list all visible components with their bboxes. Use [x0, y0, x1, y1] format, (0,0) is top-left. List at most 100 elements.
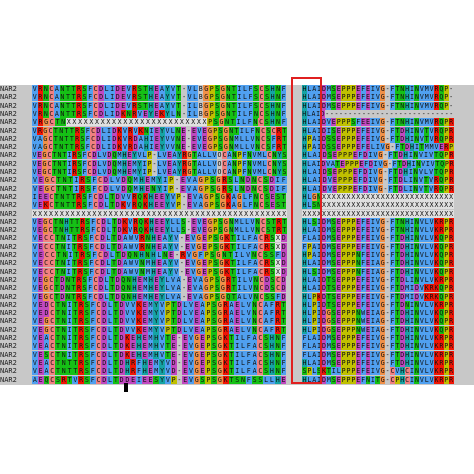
sequence-right: HLAIDMSEPPPEFEIVG-FTNHINVMVRQP- — [302, 93, 454, 102]
sequence-right: HLAIDVATEPPPEFDIVG-FTDHINVIVTQPR — [302, 159, 454, 168]
alignment-row: NAR2 V E C C T N I T R S F C D L T D A W V R N H E A Y V - E V G E P S G K T… — [0, 234, 474, 243]
sequence-label: NAR2 — [0, 309, 17, 318]
sequence-label: NAR2 — [0, 176, 17, 185]
sequence-right: HLGNXXXXXXXXXXXXXXXXXXXXXXXXXXX — [302, 192, 454, 201]
sequence-right: FLAIDMSEPPPEFEIVG-FTDHINVLVKRPR — [302, 350, 454, 359]
sequence-left: VRGCTNTTRSFCDLIDKVRVKNIEYVLNE-EVEGPSGNTI… — [32, 126, 287, 135]
sequence-right: FLAIDMSEPPPEFEIVG-FTDHINVLVKRPR — [302, 334, 454, 342]
sequence-right: HLAIDMSEPPPEFEIVG-FTNHINVMVRQP- — [302, 85, 454, 93]
sequence-label: NAR2 — [0, 209, 17, 218]
sequence-label: NAR2 — [0, 358, 17, 367]
sequence-left: VAGCTNTTRSFCDLIDKVRDAHIEYVVNE-EVEGPSGNML… — [32, 134, 287, 143]
alignment-row: NAR2 V E A C T N T T R S F C D L T D H R F H E M Y V D - E V G E P S G K T I… — [0, 367, 474, 376]
sequence-label: NAR2 — [0, 151, 17, 160]
alignment-row: NAR2 XXXXXXXXXXXXXXXXXXXXXXXXXXXXXXXXXXXX… — [0, 209, 474, 218]
alignment-row: NAR2 VEGCTNTIRSFCDLVDQMHEYVLP-LVEAYRGTALL… — [0, 151, 474, 160]
sequence-label: NAR2 — [0, 284, 17, 293]
sequence-label: NAR2 — [0, 201, 17, 210]
sequence-label: NAR2 — [0, 242, 17, 251]
sequence-label: NAR2 — [0, 226, 17, 235]
sequence-label: NAR2 — [0, 234, 17, 243]
sequence-right: HLAIDISEPPPEFEIVG-FTDHINVTVRQPR — [302, 126, 454, 135]
alignment-row: NAR2 VEGCTNHTTRSFCDLTDKVRQKHEEYLLS-EVEGPS… — [0, 226, 474, 235]
alignment-row: NAR2 I E E C T N T T R S F C D L T D V V R Q K H E E Y V P - E V A G P S G K… — [0, 192, 474, 201]
alignment-row: NAR2 V E G C T D N T R S F C D L T D Q N H E M H E Y L V A - E V A G P S G Q… — [0, 292, 474, 301]
sequence-left: VEGCTNHTTRSFCDLTDKVRQKHEEYLLS-EVEGPSGNML… — [32, 217, 287, 226]
sequence-label: NAR2 — [0, 334, 17, 342]
sequence-right: HLAIDSEPPPEFDIVG-FTDHINVLVTQPR — [302, 168, 454, 176]
alignment-row: NAR2 V R G C T N X X X X X X X X X X X X X X X X X X X X X X X X X P S G N T… — [0, 118, 474, 127]
text-cursor — [124, 383, 128, 392]
alignment-row: NAR2 V E A C T N I T R S F C D L T D K E H E M H V T E - E V G E P S G K T I… — [0, 334, 474, 342]
sequence-label: NAR2 — [0, 109, 17, 118]
sequence-right: HLSNXXXXXXXXXXXXXXXXXXXXXXXXXXX — [302, 201, 454, 210]
sequence-right: HLAIDVEPPPSFEEIVG-FTNHINVMVRQPR — [302, 118, 454, 127]
sequence-label: NAR2 — [0, 342, 17, 351]
sequence-label: NAR2 — [0, 300, 17, 309]
alignment-row: NAR2 V E K C T N T T R S F C D L T D K V R Q K H E E Y V P - E V A G P S G K… — [0, 201, 474, 210]
alignment-row: NAR2 V E C C T N I T R S F C D L T D A W V R N H E A Y V - E V G E P S G K T… — [0, 242, 474, 251]
sequence-right: HPAIDSSEPPPEFELIVG-FTDHITMMVERP — [302, 143, 454, 152]
sequence-label: NAR2 — [0, 143, 17, 152]
alignment-row: NAR2 V R N C A N T T R S F C D L I D E V R S T H E A Y V T - I L B G P S G N… — [0, 101, 474, 110]
sequence-label: NAR2 — [0, 251, 17, 259]
alignment-row: NAR2 V E G C T N T I R S F C D L V D Q M H E N Y I P - E V A G P S G R S L N… — [0, 184, 474, 193]
alignment-row: NAR2 V E D C T N I T R S F C D L T D V V K E M Y V P T D L V E A P S G R A E… — [0, 309, 474, 318]
sequence-right: HLAIDVEPPPEFDIVG-FTDLINVTVRQPR — [302, 176, 454, 185]
sequence-left: XXXXXXXXXXXXXXXXXXXXXXXXXXXXXXXXXXXXXXXX… — [32, 209, 287, 218]
sequence-right: HLAID---------------------------- — [302, 109, 454, 118]
sequence-label: NAR2 — [0, 134, 17, 143]
sequence-right: HLAIDMSEPPPEFEIVG-FTNHINVLVKRPR — [302, 226, 454, 235]
alignment-row: NAR2 A E Q C S R T V R S F C D L T D D E I E E S Y V P - E V G S P S G K T S… — [0, 375, 474, 384]
sequence-label: NAR2 — [0, 159, 17, 168]
sequence-right: HLPIDGSEPPPNWEIAG-FTDHINVLVKQPR — [302, 309, 454, 318]
sequence-label: NAR2 — [0, 93, 17, 102]
sequence-left: VEGCTNHTTRSFCDLTDKVRQKHEEYLLS-EVEGPSGNML… — [32, 226, 287, 235]
sequence-right: HLAIDVEPPPEFDIVG-FTDLINVTVRQPR — [302, 184, 454, 193]
highlight-box — [291, 77, 322, 384]
sequence-left: VEGCTNTIRSFCDLVDQMHEMYIP-LVEAYRGTALLVOCA… — [32, 168, 287, 176]
sequence-label: NAR2 — [0, 275, 17, 284]
alignment-row: NAR2 V R N C A N T T R S F C D L I D K N R V E Y E K Y L N - I L B G P S G N… — [0, 109, 474, 118]
sequence-right: SPLSKTILPPPEFEIVG-CVHCINVLVKRPR — [302, 367, 454, 376]
alignment-row: NAR2 VEGCTNHTTRSFCDLTDKVRQKHEEYLLS-EVEGPS… — [0, 217, 474, 226]
sequence-label: NAR2 — [0, 85, 17, 93]
sequence-right: HPAIDMSEPPPNFEIVG-FTDHINVLVKQPR — [302, 251, 454, 259]
sequence-right: HLAIDMSEPPPNFEIAG-FTDHINVLVKQPR — [302, 259, 454, 268]
sequence-label: NAR2 — [0, 292, 17, 301]
alignment-row: NAR2 V E S C T N I T R S F C D L T D K E H E M H V T E - E V G E P S G K T I… — [0, 350, 474, 359]
alignment-row: NAR2 V E G C T N I T R S F C D L T D V V K E M Y V P T D L V E A P S G R A E… — [0, 325, 474, 334]
alignment-row: NAR2 VAGCTNTTRSFCDLIDKVRDAHIEYVVNE-EVEGPS… — [0, 134, 474, 143]
alignment-row: NAR2 VRGCTNTTRSFCDLIDKVRVKNIEYVLNE-EVEGPS… — [0, 126, 474, 135]
sequence-right: HLPKDTSEPPPEFEIVG-FTDMIDVKRKQPR — [302, 292, 454, 301]
alignment-row: NAR2 V E C C T N I T R S F C D L T D Q N H N H L N E - R V G F P S G N T I L… — [0, 251, 474, 259]
alignment-row: NAR2 V E A C T N I T R S F C D L T D K E H E M H V T E - E V G E P S G K T I… — [0, 342, 474, 351]
alignment-row: NAR2 V R N C A N T T R S F C D L I D E V R S T H E A Y V T - V L B G P S G N… — [0, 93, 474, 102]
sequence-right: FLAIDMSEPPPEFEIVG-FTDHINVLVKQPR — [302, 234, 454, 243]
sequence-right: HLSIDMSEPPPEFEIVG-FTNHINVLVKRPR — [302, 217, 454, 226]
sequence-right: HLPIDGSEPPPNWEIAG-FTDHINVLVKQPR — [302, 325, 454, 334]
alignment-row: NAR2 V E D C T N I T R S F C D L T D V V K E M Y V P T D L V E A P S G R A E… — [0, 300, 474, 309]
alignment-viewer: NAR2 V R N C A N T T R S F C D L I D E V R S T H E A Y V T - V L B G P S G N… — [0, 85, 474, 385]
alignment-row: NAR2 V E G C T N T I R S F C D L V D Q M H E M Y I P - E V A G P S G R S L N… — [0, 176, 474, 185]
sequence-label: NAR2 — [0, 367, 17, 376]
sequence-label: NAR2 — [0, 118, 17, 127]
sequence-label: NAR2 — [0, 317, 17, 326]
sequence-label: NAR2 — [0, 375, 17, 384]
sequence-right: HLAIDMSEPPPEFNITG-CPHCINVLVKRPR — [302, 375, 454, 384]
alignment-row: NAR2 VEGCTNTIRSFCDLVDQMHEMYIP-LVEAYRGTALL… — [0, 159, 474, 168]
sequence-right: FPAIDMSEPPPEFEIVG-FTDHINVLVKQPR — [302, 242, 454, 251]
sequence-label: NAR2 — [0, 101, 17, 110]
sequence-label: NAR2 — [0, 325, 17, 334]
sequence-right: HLAIDMSEPPPEFEIVG-FTDHINVLVKRPR — [302, 358, 454, 367]
